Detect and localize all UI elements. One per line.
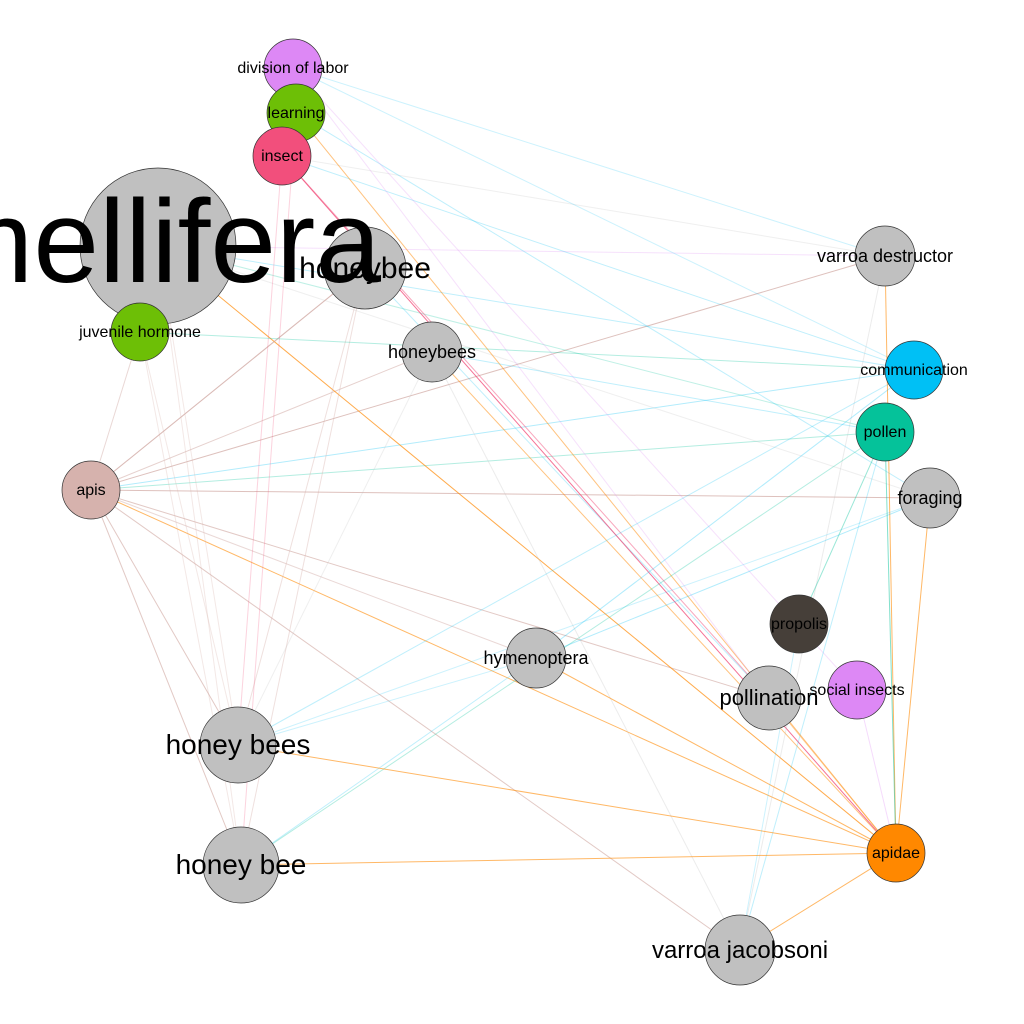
- edge-insect-varroa_destructor: [281, 155, 886, 257]
- edge-apis-communication: [90, 369, 915, 491]
- edge-apis-apidae: [90, 489, 897, 854]
- edge-foraging-honey_bees: [237, 497, 931, 746]
- edge-division_of_labor-communication: [292, 67, 915, 371]
- node-label-varroa-destructor: varroa destructor: [817, 246, 953, 266]
- node-label-honeybees: honeybees: [388, 342, 476, 362]
- edge-communication-hymenoptera: [535, 369, 915, 659]
- edge-apis-honey_bees: [90, 489, 239, 746]
- node-communication[interactable]: [884, 340, 944, 400]
- node-honeybee[interactable]: [323, 226, 407, 310]
- edge-varroa_destructor-apidae: [884, 255, 897, 854]
- edge-honeybees-apidae: [431, 351, 897, 854]
- edge-mellifera-foraging: [157, 245, 931, 499]
- network-edges: [90, 67, 931, 951]
- node-label-division-of-labor: division of labor: [237, 60, 349, 77]
- edge-juvenile_hormone-communication: [139, 331, 915, 371]
- edge-insect-communication: [281, 155, 915, 371]
- node-label-apidae: apidae: [872, 845, 920, 862]
- edge-foraging-hymenoptera: [535, 497, 931, 659]
- edge-pollen-varroa_jacobsoni: [739, 431, 886, 951]
- edge-hymenoptera-honey_bee: [240, 657, 537, 866]
- edge-mellifera-apidae: [157, 245, 897, 854]
- node-label-apis: apis: [76, 482, 105, 499]
- node-social-insects[interactable]: [827, 660, 887, 720]
- edge-communication-honey_bees: [237, 369, 915, 746]
- node-label-mellifera: mellifera: [0, 176, 381, 308]
- node-apidae[interactable]: [866, 823, 926, 883]
- edge-honeybee-honey_bees: [237, 267, 366, 746]
- edge-hymenoptera-apidae: [535, 657, 897, 854]
- edge-honeybee-apis: [90, 267, 366, 491]
- edge-mellifera-pollen: [157, 245, 886, 433]
- node-label-insect: insect: [261, 148, 303, 165]
- node-label-juvenile-hormone: juvenile hormone: [78, 324, 201, 341]
- node-label-foraging: foraging: [897, 488, 962, 508]
- node-pollination[interactable]: [736, 665, 802, 731]
- edge-apis-varroa_jacobsoni: [90, 489, 741, 951]
- edge-foraging-apidae: [895, 497, 931, 854]
- node-honey-bee[interactable]: [202, 826, 280, 904]
- node-apis[interactable]: [61, 460, 121, 520]
- node-label-hymenoptera: hymenoptera: [483, 648, 589, 668]
- node-label-communication: communication: [860, 362, 968, 379]
- node-label-honeybee: honeybee: [299, 252, 431, 285]
- edge-hymenoptera-honey_bees: [237, 657, 537, 746]
- edge-mellifera-communication: [157, 245, 915, 371]
- edge-learning-apidae: [295, 112, 897, 854]
- edge-division_of_labor-social_insects: [292, 67, 858, 691]
- edge-honey_bees-apidae: [237, 744, 897, 854]
- edge-pollination-apidae: [768, 697, 897, 854]
- edge-apis-pollen: [90, 431, 886, 491]
- node-label-learning: learning: [268, 105, 325, 122]
- node-hymenoptera[interactable]: [505, 627, 567, 689]
- node-label-pollen: pollen: [864, 424, 907, 441]
- node-insect[interactable]: [252, 126, 312, 186]
- node-varroa-destructor[interactable]: [854, 225, 916, 287]
- node-juvenile-hormone[interactable]: [110, 302, 170, 362]
- node-propolis[interactable]: [769, 594, 829, 654]
- edge-apis-hymenoptera: [90, 489, 537, 659]
- edge-division_of_labor-varroa_destructor: [292, 67, 886, 257]
- edge-apis-varroa_destructor: [90, 255, 886, 491]
- edge-honeybees-honey_bees: [237, 351, 433, 746]
- node-label-honey-bee: honey bee: [176, 849, 307, 880]
- edge-honey_bee-apidae: [240, 852, 897, 866]
- edge-learning-foraging: [295, 112, 931, 499]
- network-nodes: [61, 38, 961, 986]
- node-label-honey-bees: honey bees: [166, 729, 311, 760]
- edge-juvenile_hormone-honey_bee: [139, 331, 242, 866]
- edge-pollen-propolis: [798, 431, 886, 625]
- edge-division_of_labor-pollination: [292, 67, 770, 699]
- node-label-pollination: pollination: [719, 685, 818, 710]
- edge-mellifera-honey_bees: [157, 245, 239, 746]
- node-pollen[interactable]: [855, 402, 915, 462]
- node-honey-bees[interactable]: [199, 706, 277, 784]
- edge-honeybees-pollen: [431, 351, 886, 433]
- node-label-propolis: propolis: [771, 616, 827, 633]
- edge-apis-pollination: [90, 489, 770, 699]
- network-labels: mellifera division of labor learning insect…: [0, 60, 968, 964]
- node-honeybees[interactable]: [401, 321, 463, 383]
- edge-apis-honeybees: [90, 351, 433, 491]
- edge-pollen-apidae: [884, 431, 897, 854]
- edge-insect-honey_bees: [237, 155, 283, 746]
- node-varroa-jacobsoni[interactable]: [704, 914, 776, 986]
- edge-honeybees-varroa_jacobsoni: [431, 351, 741, 951]
- node-foraging[interactable]: [899, 467, 961, 529]
- node-label-social-insects: social insects: [809, 682, 904, 699]
- edge-mellifera-varroa_destructor: [157, 245, 886, 257]
- edge-apis-honey_bee: [90, 489, 242, 866]
- edge-juvenile_hormone-honey_bees: [139, 331, 239, 746]
- edge-apis-foraging: [90, 489, 931, 499]
- node-label-varroa-jacobsoni: varroa jacobsoni: [652, 937, 828, 964]
